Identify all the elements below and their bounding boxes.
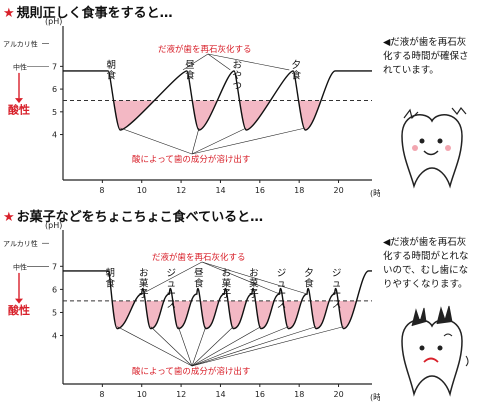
annotation-leader bbox=[191, 326, 207, 367]
star-icon: ★ bbox=[3, 210, 15, 225]
x-tick-label: 10 bbox=[137, 186, 147, 195]
alkaline-label: アルカリ性 bbox=[3, 239, 38, 248]
meal-label: お菓子 bbox=[139, 268, 149, 300]
chart-panel-regular-meals: ★規則正しく食事をすると… (pH) (時刻) 4 5 6 7 8 10 12 14 16 18 20 ア… bbox=[3, 6, 469, 198]
acid-arrow-head bbox=[15, 98, 23, 104]
x-unit-label: (時刻) bbox=[370, 392, 380, 402]
x-tick-label: 14 bbox=[215, 186, 225, 195]
annotation-leader bbox=[191, 326, 234, 367]
x-tick-label: 12 bbox=[176, 390, 186, 399]
meal-label: 夕食 bbox=[292, 59, 302, 82]
side-note: ◀だ液が歯を再石灰 化する時間がとれな いので、むし歯にな りやすくなります。 bbox=[383, 237, 469, 290]
annotation-leader bbox=[191, 326, 289, 367]
y-tick-label: 4 bbox=[52, 131, 57, 140]
x-tick-label: 16 bbox=[255, 390, 265, 399]
y-tick-label: 5 bbox=[52, 308, 57, 317]
annotation-leader bbox=[150, 326, 193, 367]
meal-label: 昼食 bbox=[194, 268, 204, 290]
annotation-leader bbox=[191, 326, 317, 367]
remineralization-annotation: だ液が歯を再石灰化する bbox=[152, 252, 246, 263]
annotation-leader bbox=[201, 261, 280, 295]
annotation-leader bbox=[177, 326, 193, 367]
x-tick-label: 8 bbox=[99, 186, 104, 195]
ph-chart-1: (pH)(時刻)45678101214161820アルカリ性中性酸性朝食昼食おや… bbox=[3, 17, 380, 198]
remineralization-annotation: だ液が歯を再石灰化する bbox=[158, 44, 252, 55]
y-tick-label: 6 bbox=[52, 85, 57, 94]
meal-label: 朝食 bbox=[107, 60, 117, 82]
chart-title: ★ お菓子などをちょこちょこ食べていると… bbox=[3, 210, 264, 225]
y-tick-label: 4 bbox=[52, 332, 57, 341]
meal-label: お菓子 bbox=[222, 268, 232, 300]
chart-panel-frequent-snacking: ★お菓子などをちょこちょこ食べていると… (pH) (時刻) 4 5 6 7 8 10 12 14… bbox=[0, 204, 480, 408]
side-note: ◀だ液が歯を再石灰 化する時間が確保さ れています。 bbox=[383, 37, 469, 76]
meal-label: 朝食 bbox=[106, 268, 116, 290]
acid-zone-fill bbox=[63, 100, 372, 130]
neutral-label: 中性 bbox=[13, 62, 27, 71]
meal-label: ジュース bbox=[332, 268, 342, 311]
healthy-tooth-illustration bbox=[401, 106, 467, 189]
x-tick-label: 18 bbox=[294, 186, 304, 195]
x-tick-label: 10 bbox=[137, 390, 147, 399]
y-tick-label: 7 bbox=[52, 62, 57, 71]
x-tick-label: 20 bbox=[334, 186, 344, 195]
x-tick-label: 14 bbox=[215, 390, 225, 399]
annotation-leader bbox=[191, 326, 262, 367]
alkaline-label: アルカリ性 bbox=[3, 40, 38, 49]
demineralization-annotation: 酸によって歯の成分が溶け出す bbox=[132, 154, 250, 165]
decayed-tooth-illustration bbox=[401, 305, 469, 397]
acidic-label: 酸性 bbox=[8, 303, 30, 317]
x-tick-label: 16 bbox=[255, 186, 265, 195]
meal-label: おやつ bbox=[232, 60, 242, 92]
annotation-leader bbox=[182, 53, 209, 71]
x-tick-label: 20 bbox=[334, 390, 344, 399]
ph-curve bbox=[63, 70, 372, 131]
annotation-leader bbox=[207, 53, 290, 71]
acid-arrow-head bbox=[15, 298, 23, 304]
y-tick-label: 7 bbox=[52, 262, 57, 271]
annotation-leader bbox=[191, 127, 306, 155]
y-tick-label: 5 bbox=[52, 108, 57, 117]
annotation-leader bbox=[191, 127, 247, 155]
annotation-leader bbox=[120, 127, 193, 155]
x-unit-label: (時刻) bbox=[370, 188, 380, 198]
annotation-leader bbox=[201, 261, 308, 295]
x-tick-label: 18 bbox=[294, 390, 304, 399]
demineralization-annotation: 酸によって歯の成分が溶け出す bbox=[132, 366, 250, 377]
meal-label: お菓子 bbox=[249, 268, 259, 300]
meal-label: ジュース bbox=[277, 268, 287, 311]
annotation-leader bbox=[141, 261, 203, 295]
annotation-leader bbox=[191, 326, 344, 367]
x-tick-label: 8 bbox=[99, 390, 104, 399]
x-tick-label: 12 bbox=[176, 186, 186, 195]
annotation-leader bbox=[117, 326, 193, 367]
y-tick-label: 6 bbox=[52, 285, 57, 294]
annotation-leader bbox=[207, 53, 231, 71]
acidic-label: 酸性 bbox=[8, 103, 30, 117]
y-unit-label: (pH) bbox=[45, 221, 62, 230]
meal-label: ジュース bbox=[167, 268, 177, 311]
star-icon: ★ bbox=[3, 6, 15, 21]
y-unit-label: (pH) bbox=[45, 17, 62, 26]
chart-title: ★ 規則正しく食事をすると… bbox=[3, 6, 173, 21]
neutral-label: 中性 bbox=[13, 262, 27, 271]
annotation-leader bbox=[191, 127, 200, 155]
ph-curve bbox=[63, 270, 372, 330]
meal-label: 夕食 bbox=[304, 267, 314, 290]
